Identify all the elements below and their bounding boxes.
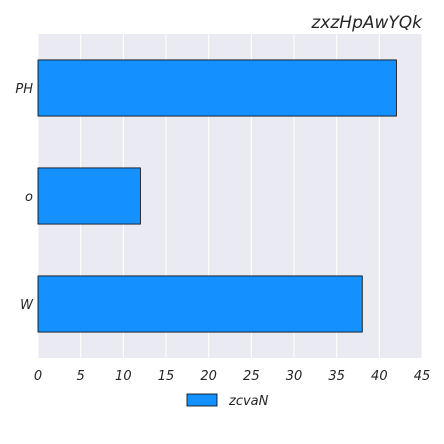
x-tick-label: 25 <box>243 369 260 384</box>
x-tick-label: 5 <box>77 369 85 384</box>
bar-W <box>37 275 363 333</box>
legend-swatch <box>186 393 218 407</box>
legend: zcvaN <box>186 393 269 409</box>
bar-PH <box>37 59 397 117</box>
legend-label: zcvaN <box>228 394 269 409</box>
bar-o <box>37 167 141 225</box>
y-tick-label: PH <box>15 82 33 97</box>
x-tick-label: 35 <box>328 369 345 384</box>
bars <box>37 59 397 333</box>
x-tick-labels: 0 5 10 15 20 25 30 35 40 45 <box>34 369 430 384</box>
x-tick-label: 20 <box>200 369 217 384</box>
y-tick-label: W <box>20 298 34 313</box>
y-tick-label: o <box>25 190 33 205</box>
y-tick-labels: PH o W <box>15 82 34 313</box>
x-tick-label: 45 <box>414 369 431 384</box>
chart-title: zxzHpAwYQk <box>310 13 423 33</box>
x-tick-label: 15 <box>158 369 175 384</box>
x-tick-label: 0 <box>34 369 42 384</box>
x-tick-label: 40 <box>371 369 388 384</box>
x-tick-label: 30 <box>286 369 303 384</box>
x-tick-label: 10 <box>115 369 132 384</box>
